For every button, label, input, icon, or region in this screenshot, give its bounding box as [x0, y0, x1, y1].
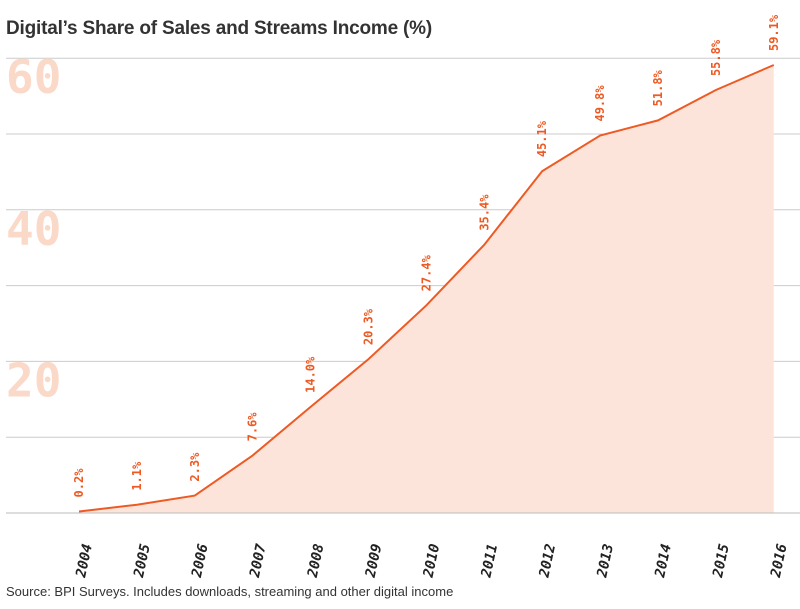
x-tick-label: 2012: [536, 543, 559, 580]
data-label: 1.1%: [130, 461, 144, 491]
data-label: 59.1%: [767, 14, 781, 51]
x-tick-label: 2005: [131, 543, 154, 580]
chart-title: Digital’s Share of Sales and Streams Inc…: [6, 18, 432, 39]
data-label: 14.0%: [304, 356, 318, 393]
y-tick-label: 20: [6, 353, 61, 407]
data-label: 45.1%: [535, 120, 549, 157]
x-tick-label: 2013: [594, 543, 617, 580]
source-note: Source: BPI Surveys. Includes downloads,…: [6, 584, 454, 599]
data-label: 55.8%: [709, 39, 723, 76]
data-label: 49.8%: [593, 85, 607, 122]
x-tick-label: 2010: [420, 543, 443, 580]
x-tick-label: 2004: [73, 543, 96, 580]
data-label: 7.6%: [246, 412, 260, 442]
x-tick-label: 2015: [710, 543, 733, 580]
y-axis-ticks: 20 40 60: [6, 50, 61, 407]
data-label: 20.3%: [362, 308, 376, 345]
data-labels: 0.2% 1.1% 2.3% 7.6% 14.0% 20.3% 27.4% 35.4% 45.1…: [72, 14, 781, 497]
x-axis-ticks: 2004 2005 2006 2007 2008 2009 2010 2011 2012 2013…: [73, 542, 791, 580]
data-label: 27.4%: [419, 254, 433, 291]
data-label: 0.2%: [72, 468, 86, 498]
data-label: 2.3%: [188, 452, 202, 482]
x-tick-label: 2016: [768, 543, 791, 580]
x-tick-label: 2006: [189, 543, 212, 580]
data-label: 35.4%: [477, 194, 491, 231]
x-tick-label: 2011: [478, 543, 501, 580]
x-tick-label: 2009: [363, 543, 386, 580]
data-label: 51.8%: [651, 69, 665, 106]
y-tick-label: 40: [6, 202, 61, 256]
x-tick-label: 2007: [247, 542, 270, 580]
x-tick-label: 2014: [652, 543, 675, 580]
series-line: [78, 64, 775, 513]
area-fill: [79, 65, 774, 513]
x-tick-label: 2008: [305, 543, 328, 580]
y-tick-label: 60: [6, 50, 61, 104]
